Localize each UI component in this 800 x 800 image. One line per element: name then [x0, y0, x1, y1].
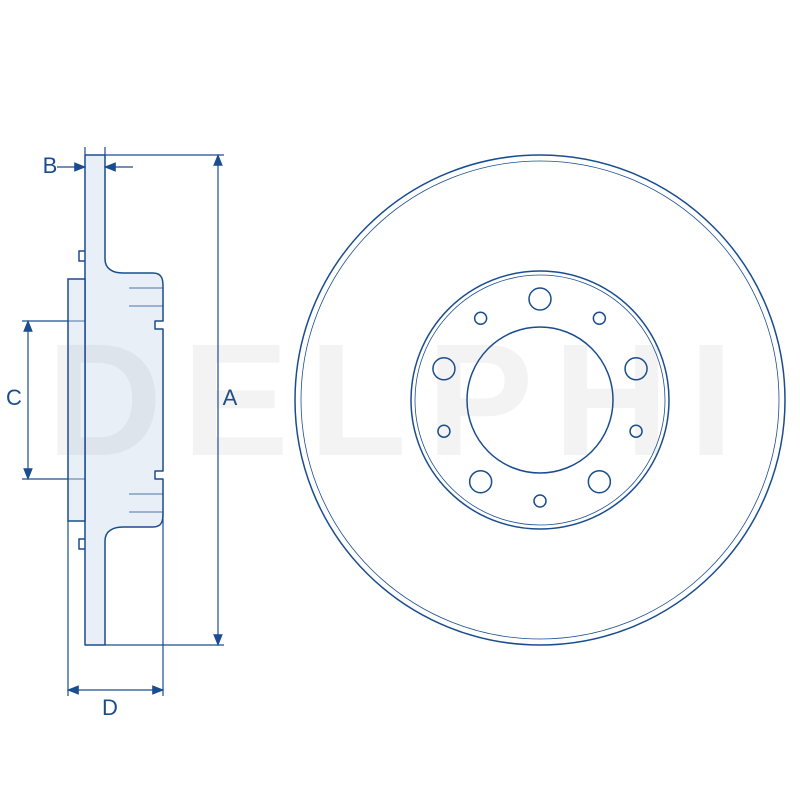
dim-label-C: C — [6, 385, 22, 410]
front-view — [295, 155, 785, 645]
side-view — [68, 155, 163, 645]
dim-label-B: B — [43, 153, 58, 178]
dim-label-A: A — [223, 385, 238, 410]
dim-label-D: D — [102, 695, 118, 720]
brake-disc-diagram: A B C D — [0, 0, 800, 800]
